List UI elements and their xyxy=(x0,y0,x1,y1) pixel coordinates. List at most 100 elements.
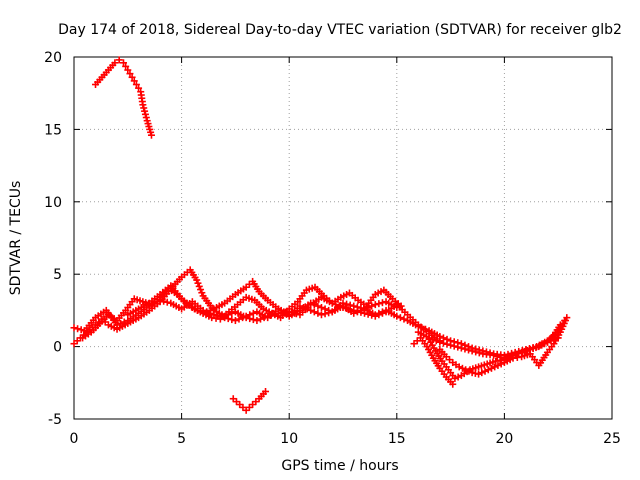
data-point xyxy=(128,73,136,81)
trace-mark xyxy=(74,325,82,333)
trace-mark xyxy=(224,315,232,323)
trace-mark xyxy=(343,300,351,308)
data-point xyxy=(393,312,401,320)
trace-mark xyxy=(497,360,505,368)
trace-mark xyxy=(439,339,447,347)
trace-mark xyxy=(314,302,322,310)
data-point xyxy=(436,338,444,346)
series-track-low xyxy=(229,387,270,414)
data-point xyxy=(262,387,270,395)
trace-mark xyxy=(314,309,322,317)
trace-mark xyxy=(130,77,138,85)
x-axis-title: GPS time / hours xyxy=(281,458,398,474)
trace-mark xyxy=(396,314,404,322)
trace-mark xyxy=(357,306,365,314)
trace-mark xyxy=(140,104,148,112)
trace-mark xyxy=(203,308,211,316)
x-tick-label: 5 xyxy=(177,431,186,447)
plot-background xyxy=(74,57,612,419)
data-point xyxy=(147,131,155,139)
chart-title: Day 174 of 2018, Sidereal Day-to-day VTE… xyxy=(58,22,622,38)
trace-mark xyxy=(458,364,466,372)
trace-mark xyxy=(195,282,203,290)
data-point xyxy=(449,380,457,388)
series-track-early-high xyxy=(92,56,155,139)
trace-mark xyxy=(461,345,469,353)
trace-mark xyxy=(491,363,499,371)
x-tick-label: 15 xyxy=(388,431,406,447)
data-point xyxy=(115,56,123,64)
trace-mark xyxy=(346,301,354,309)
trace-mark xyxy=(378,299,386,307)
trace-mark xyxy=(310,301,318,309)
trace-mark xyxy=(465,367,473,375)
data-point xyxy=(350,309,358,317)
trace-mark xyxy=(421,325,429,333)
x-tick-label: 20 xyxy=(495,431,513,447)
trace-mark xyxy=(235,315,243,323)
trace-mark xyxy=(325,306,333,314)
trace-mark xyxy=(122,62,130,70)
data-point xyxy=(350,302,358,310)
trace-mark xyxy=(493,352,501,360)
data-point xyxy=(221,314,229,322)
trace-mark xyxy=(160,297,168,305)
trace-mark xyxy=(454,343,462,351)
trace-mark xyxy=(454,373,462,381)
data-point xyxy=(132,81,140,89)
trace-mark xyxy=(198,289,206,297)
data-point xyxy=(451,374,459,382)
trace-mark xyxy=(246,311,254,319)
data-marks xyxy=(70,56,571,414)
y-tick-labels: -5 0 5 10 15 20 xyxy=(44,50,62,428)
trace-mark xyxy=(321,305,329,313)
trace-mark xyxy=(310,308,318,316)
trace-mark xyxy=(353,308,361,316)
trace-mark xyxy=(400,315,408,323)
x-tick-labels: 0 5 10 15 20 25 xyxy=(70,431,621,447)
data-point xyxy=(490,351,498,359)
trace-mark xyxy=(117,319,125,327)
data-point xyxy=(307,299,315,307)
data-point xyxy=(397,302,405,310)
trace-mark xyxy=(375,300,383,308)
trace-mark xyxy=(443,340,451,348)
trace-mark xyxy=(142,114,150,122)
y-axis-title: SDTVAR / TECUs xyxy=(8,181,24,296)
x-tick-label: 0 xyxy=(70,431,79,447)
y-tick-label: 0 xyxy=(53,340,62,356)
x-tick-label: 10 xyxy=(280,431,298,447)
data-point xyxy=(124,66,132,74)
trace-mark xyxy=(418,324,426,332)
y-tick-label: 10 xyxy=(44,195,62,211)
trace-mark xyxy=(257,315,265,323)
series-track-h xyxy=(410,334,457,388)
data-point xyxy=(475,370,483,378)
series-track-g xyxy=(436,314,571,378)
data-point xyxy=(111,59,119,67)
trace-mark xyxy=(197,286,205,294)
trace-mark xyxy=(432,337,440,345)
plot-border xyxy=(73,56,613,420)
data-point xyxy=(447,341,455,349)
data-point xyxy=(193,276,201,284)
trace-mark xyxy=(249,316,257,324)
data-point xyxy=(481,367,489,375)
data-point xyxy=(317,311,325,319)
trace-mark xyxy=(135,84,143,92)
trace-mark xyxy=(206,306,214,314)
data-point xyxy=(457,344,465,352)
trace-mark xyxy=(472,348,480,356)
trace-mark xyxy=(194,279,202,287)
y-tick-label: -5 xyxy=(48,412,62,428)
data-point xyxy=(253,317,261,325)
trace-mark xyxy=(163,298,171,306)
x-tick-label: 25 xyxy=(603,431,621,447)
trace-mark xyxy=(249,309,257,317)
data-point xyxy=(70,324,78,332)
trace-mark xyxy=(239,314,247,322)
data-point xyxy=(317,304,325,312)
trace-mark xyxy=(484,366,492,374)
data-point xyxy=(494,361,502,369)
